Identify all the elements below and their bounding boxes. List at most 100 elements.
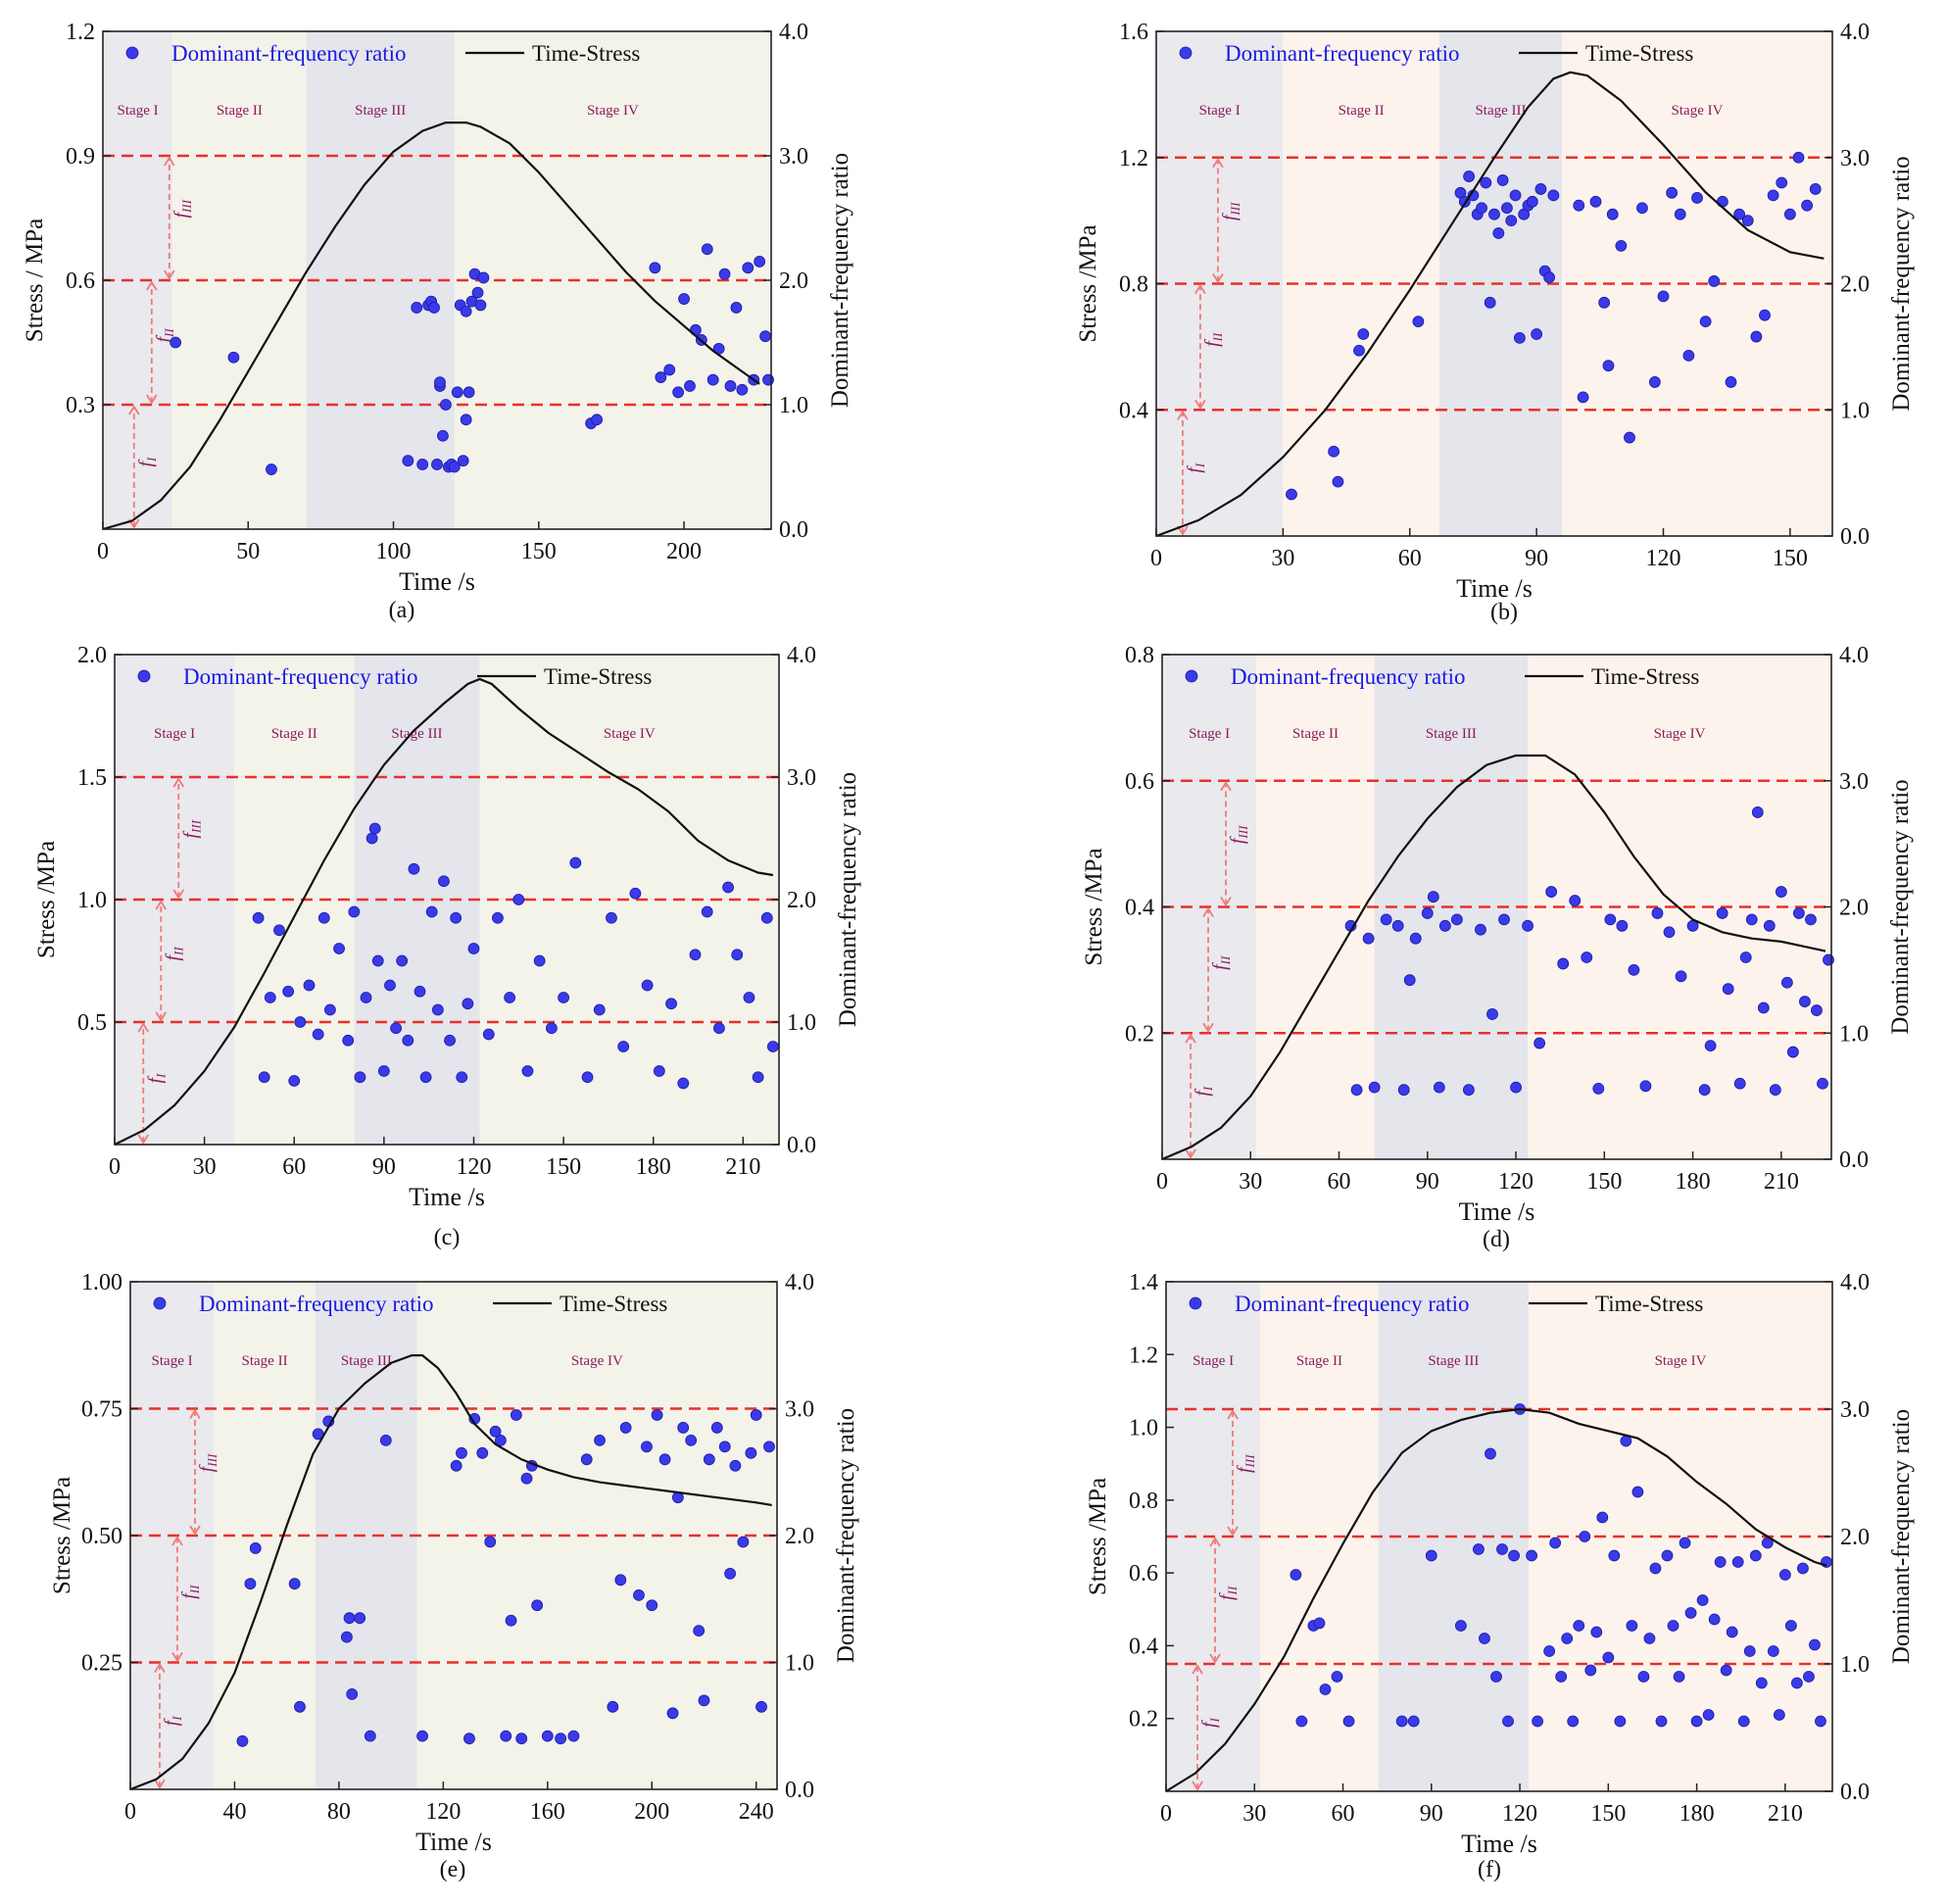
stage-label-2: Stage II (1296, 1353, 1342, 1369)
ratio-point (1532, 1715, 1544, 1728)
y2-tick-label: 1.0 (779, 393, 808, 418)
ratio-point (1743, 1645, 1756, 1657)
x-tick-label: 120 (425, 1799, 461, 1825)
ratio-point (521, 1065, 534, 1077)
ratio-point (677, 1077, 690, 1090)
ratio-point (1666, 186, 1679, 199)
ratio-point (450, 911, 462, 924)
stage-label-1: Stage I (152, 1353, 193, 1369)
band-arrowhead-bottom-fII (146, 394, 158, 405)
ratio-point (1438, 919, 1451, 932)
band-label-fI: fI (1192, 1086, 1215, 1097)
ratio-point (1783, 208, 1796, 220)
ratio-point (377, 1065, 390, 1077)
legend-marker-points (1185, 669, 1198, 683)
ratio-point (1661, 1549, 1674, 1562)
ratio-point (379, 1434, 392, 1446)
legend-label-line: Time-Stress (544, 664, 652, 689)
band-arrowhead-top-fII (171, 1536, 183, 1546)
ratio-point (236, 1734, 249, 1747)
band-arrowhead-top-fII (1202, 906, 1214, 917)
legend-label-line: Time-Stress (560, 1292, 667, 1316)
stage-label-4: Stage IV (571, 1353, 623, 1369)
ratio-point (1759, 309, 1771, 321)
ratio-point (364, 1730, 376, 1742)
y-tick-label: 0.6 (1129, 1561, 1158, 1587)
ratio-point (1809, 183, 1822, 195)
x-tick-label: 0 (1160, 1801, 1172, 1827)
chart-panel-c: Stage I Stage II Stage III Stage IVfIfIIfII… (33, 643, 861, 1250)
ratio-point (1780, 976, 1793, 989)
x-tick-label: 30 (1271, 546, 1294, 571)
x-tick-label: 0 (1150, 546, 1162, 571)
ratio-point (1505, 215, 1518, 227)
ratio-point (1463, 171, 1476, 182)
ratio-point (294, 1700, 306, 1713)
y2-tick-label: 1.0 (785, 1651, 814, 1677)
ratio-point (1480, 176, 1492, 189)
ratio-point (701, 905, 713, 918)
ratio-point (750, 1409, 762, 1421)
ratio-point (1579, 1531, 1591, 1542)
y-tick-label: 1.5 (77, 765, 107, 791)
y2-tick-label: 3.0 (1839, 769, 1869, 795)
ratio-point (1604, 913, 1617, 926)
ratio-point (1479, 1633, 1490, 1644)
ratio-point (1657, 290, 1670, 303)
y2-tick-label: 0.0 (787, 1133, 816, 1158)
ratio-point (1412, 316, 1425, 328)
legend-label-points: Dominant-frequency ratio (199, 1292, 434, 1316)
stage-label-3: Stage III (1426, 726, 1477, 742)
ratio-point (1698, 1084, 1711, 1097)
chart-panel-d: Stage I Stage II Stage III Stage IVfIfIIfII… (1081, 643, 1914, 1252)
ratio-point (580, 1453, 593, 1466)
ratio-point (1675, 970, 1687, 983)
ratio-point (1691, 192, 1703, 204)
stage-label-1: Stage I (1193, 1353, 1234, 1369)
ratio-point (1778, 1569, 1791, 1581)
ratio-point (414, 985, 426, 998)
ratio-point (1749, 1549, 1762, 1562)
x-tick-label: 60 (1328, 1169, 1351, 1195)
y2-tick-label: 3.0 (787, 765, 816, 791)
y2-tick-label: 4.0 (1840, 1270, 1870, 1295)
ratio-point (482, 1028, 495, 1041)
x-tick-label: 0 (109, 1154, 121, 1180)
ratio-point (340, 1631, 353, 1643)
band-arrowhead-top-fIII (189, 1408, 201, 1419)
x-tick-label: 180 (636, 1154, 671, 1180)
ratio-point (1737, 1715, 1750, 1728)
ratio-point (1395, 1715, 1408, 1728)
band-arrowhead-top-fI (128, 405, 140, 415)
ratio-point (360, 992, 372, 1003)
ratio-point (766, 1041, 779, 1052)
band-arrowhead-top-fI (1192, 1664, 1203, 1675)
ratio-point (348, 905, 361, 918)
ratio-point (462, 998, 474, 1010)
ratio-point (477, 271, 490, 284)
ratio-point (438, 875, 450, 888)
ratio-point (1817, 1077, 1828, 1090)
y2-tick-label: 0.0 (1840, 1780, 1870, 1805)
ratio-point (1648, 376, 1661, 388)
y-axis-label: Stress /MPa (1075, 224, 1101, 342)
legend-label-points: Dominant-frequency ratio (171, 41, 407, 66)
ratio-point (1726, 1626, 1738, 1638)
stage-label-4: Stage IV (604, 726, 656, 742)
band-arrowhead-bottom-fI (1185, 1148, 1196, 1159)
ratio-point (606, 911, 617, 924)
ratio-point (1805, 913, 1817, 926)
ratio-point (1549, 1537, 1562, 1549)
ratio-point (1643, 1633, 1656, 1644)
legend-marker-points (1189, 1296, 1202, 1310)
ratio-point (402, 1034, 414, 1047)
x-tick-label: 150 (1586, 1169, 1622, 1195)
ratio-point (504, 992, 516, 1003)
x-axis-label: Time /s (1459, 1197, 1535, 1226)
ratio-point (1767, 1645, 1779, 1657)
ratio-point (411, 302, 423, 314)
ratio-point (731, 949, 744, 961)
legend-label-line: Time-Stress (1585, 41, 1693, 66)
y-tick-label: 0.3 (66, 393, 95, 418)
ratio-point (1823, 953, 1834, 966)
